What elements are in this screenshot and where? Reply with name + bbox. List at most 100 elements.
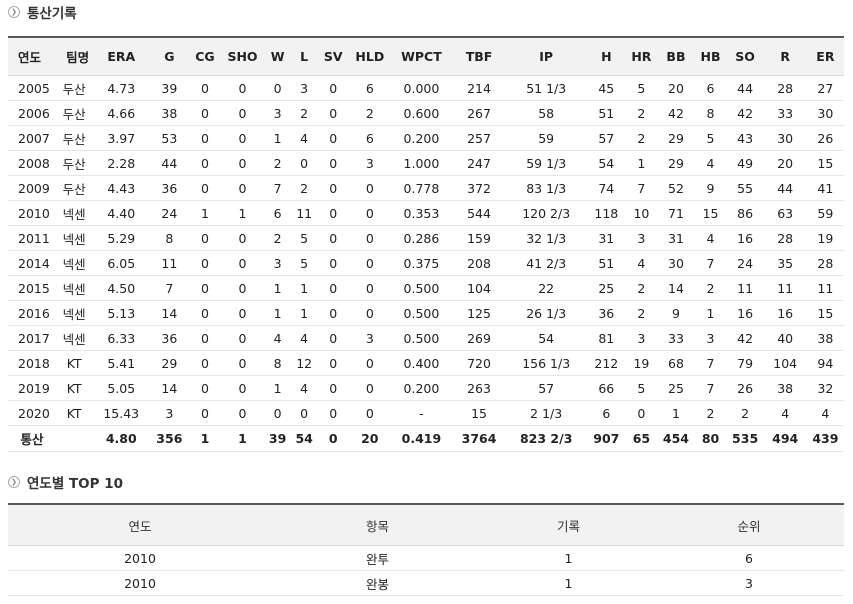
stats-cell: 2007 (8, 125, 57, 151)
stats-cell: 7 (625, 175, 658, 201)
stats-cell: 28 (763, 75, 807, 101)
stats-cell: 0 (625, 400, 658, 426)
stats-cell: 6 (694, 75, 727, 101)
stats-cell: 16 (726, 300, 764, 326)
stats-cell: 51 (587, 250, 626, 276)
stats-cell: 1 (263, 275, 292, 301)
table-row: 2014 넥센 6.05 11 0 0 3 5 0 0 0.375 208 41 2/3 51 4 30 7 24… (8, 250, 844, 276)
stats-cell: 20 (763, 150, 807, 176)
table-row: 2010 완투 1 6 (8, 545, 844, 571)
stats-cell: KT (56, 350, 93, 376)
stats-cell: 7 (694, 350, 727, 376)
stats-cell: 1 (291, 275, 317, 301)
stats-header-cell: H (587, 37, 626, 76)
stats-cell: 54 (587, 150, 626, 176)
stats-cell: 58 (505, 100, 588, 126)
stats-cell: 2008 (8, 150, 57, 176)
stats-total-cell: 80 (694, 425, 727, 452)
stats-cell: 0 (291, 150, 317, 176)
stats-cell: 0 (221, 250, 264, 276)
stats-cell: 44 (726, 75, 764, 101)
stats-cell: 0 (221, 350, 264, 376)
stats-total-cell: 0 (316, 425, 350, 452)
stats-cell: 49 (726, 150, 764, 176)
stats-cell: 넥센 (56, 200, 93, 226)
stats-cell: 0 (263, 400, 292, 426)
stats-cell: 11 (291, 200, 317, 226)
stats-cell: 24 (150, 200, 189, 226)
stats-cell: 0.375 (389, 250, 453, 276)
stats-cell: 0 (349, 200, 390, 226)
stats-cell: 159 (452, 225, 506, 251)
stats-cell: 63 (763, 200, 807, 226)
stats-cell: 11 (150, 250, 189, 276)
stats-cell: 3 (263, 100, 292, 126)
stats-cell: 79 (726, 350, 764, 376)
table-row: 2020 KT 15.43 3 0 0 0 0 0 0-15 2 1/3 6 0 1 2 2 4 4 (8, 400, 844, 426)
stats-cell: 208 (452, 250, 506, 276)
stats-header-cell: SO (726, 37, 764, 76)
stats-cell: 269 (452, 325, 506, 351)
stats-cell: 7 (263, 175, 292, 201)
table-row: 2011 넥센 5.29 8 0 0 2 5 0 0 0.286 159 32 1/3 31 3 31 4 16 2… (8, 225, 844, 251)
stats-cell: 66 (587, 375, 626, 401)
stats-cell: 2005 (8, 75, 57, 101)
stats-cell: 넥센 (56, 300, 93, 326)
stats-cell: 2 1/3 (505, 400, 588, 426)
stats-cell: 0 (349, 175, 390, 201)
stats-cell: 8 (263, 350, 292, 376)
stats-cell: 26 1/3 (505, 300, 588, 326)
table-row: 2007 두산 3.97 53 0 0 1 4 0 6 0.200 257 59 57 2 29 5 43 30 26 (8, 125, 844, 151)
stats-cell: 3.97 (92, 125, 151, 151)
stats-cell: 2 (349, 100, 390, 126)
stats-cell: 39 (150, 75, 189, 101)
stats-cell: 25 (587, 275, 626, 301)
stats-header-cell: TBF (452, 37, 506, 76)
stats-header-cell: SV (316, 37, 350, 76)
stats-cell: 0 (221, 400, 264, 426)
stats-cell: 4.66 (92, 100, 151, 126)
stats-cell: 38 (763, 375, 807, 401)
top10-header-cell: 연도 (8, 504, 272, 546)
stats-cell: 372 (452, 175, 506, 201)
stats-cell: 0 (316, 350, 350, 376)
stats-cell: 5.05 (92, 375, 151, 401)
stats-total-cell: 통산 (8, 425, 57, 452)
stats-cell: 41 2/3 (505, 250, 588, 276)
stats-cell: 0 (316, 175, 350, 201)
stats-cell: 9 (694, 175, 727, 201)
stats-cell: 15.43 (92, 400, 151, 426)
stats-total-cell: 3764 (452, 425, 506, 452)
stats-cell: 2 (625, 300, 658, 326)
stats-cell: KT (56, 375, 93, 401)
stats-cell: 2019 (8, 375, 57, 401)
stats-cell: 5 (291, 225, 317, 251)
stats-cell: 두산 (56, 175, 93, 201)
stats-cell: 263 (452, 375, 506, 401)
stats-cell: 2 (625, 100, 658, 126)
top10-cell: 완투 (272, 545, 483, 571)
stats-cell: 3 (291, 75, 317, 101)
stats-cell: 2 (291, 100, 317, 126)
stats-total-cell: 356 (150, 425, 189, 452)
stats-total-cell: 823 2/3 (505, 425, 588, 452)
stats-cell: 38 (150, 100, 189, 126)
yearly-top10-title: ❯ 연도별 TOP 10 (8, 472, 123, 492)
stats-cell: 4 (291, 375, 317, 401)
stats-cell: 1.000 (389, 150, 453, 176)
stats-cell: 4 (291, 325, 317, 351)
stats-cell: 267 (452, 100, 506, 126)
stats-cell: 7 (694, 375, 727, 401)
stats-cell: 0 (316, 100, 350, 126)
yearly-top10-title-text: 연도별 TOP 10 (27, 476, 124, 492)
top10-cell: 3 (654, 570, 844, 596)
stats-cell: 25 (657, 375, 695, 401)
stats-cell: 0 (188, 300, 222, 326)
stats-cell: 2 (263, 225, 292, 251)
stats-header-cell: SHO (221, 37, 264, 76)
stats-cell: 5 (291, 250, 317, 276)
stats-cell: 0 (221, 125, 264, 151)
stats-cell: 59 (806, 200, 844, 226)
stats-total-row: 통산 4.80 356 1 1 39 54 0 20 0.419 3764 823 2/3 907 65 4… (8, 425, 844, 452)
stats-cell: 0 (188, 100, 222, 126)
